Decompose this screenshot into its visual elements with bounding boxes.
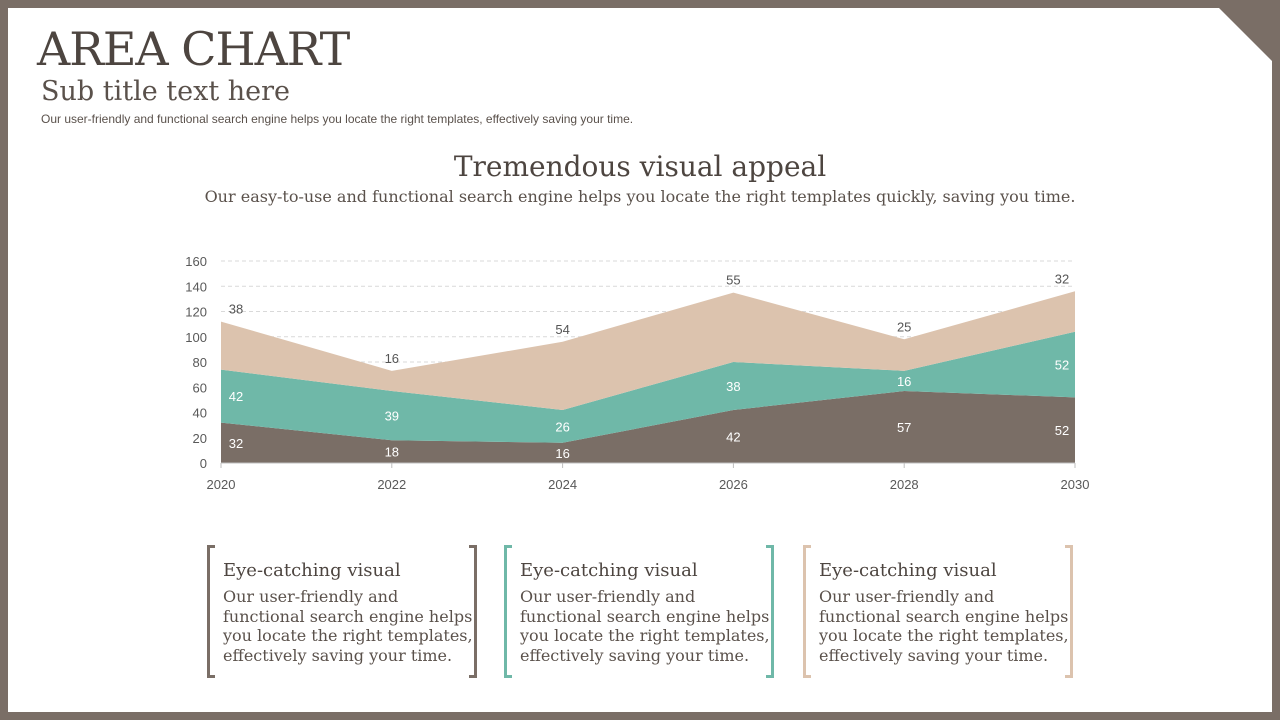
- card-title: Eye-catching visual: [520, 560, 698, 581]
- data-label: 38: [229, 302, 243, 317]
- y-tick-label: 0: [200, 456, 207, 471]
- y-tick-label: 100: [185, 330, 207, 345]
- y-tick-label: 20: [193, 431, 207, 446]
- x-tick-label: 2022: [377, 477, 406, 492]
- data-label: 52: [1055, 358, 1069, 373]
- data-label: 18: [385, 445, 399, 460]
- card-bracket-right: [1065, 545, 1073, 678]
- data-label: 42: [229, 389, 243, 404]
- y-tick-label: 40: [193, 406, 207, 421]
- data-label: 16: [897, 374, 911, 389]
- y-tick-label: 160: [185, 254, 207, 269]
- card-bracket-left: [207, 545, 215, 678]
- data-label: 39: [385, 409, 399, 424]
- feature-card-3: Eye-catching visual Our user-friendly an…: [803, 545, 1073, 680]
- data-label: 32: [229, 436, 243, 451]
- feature-card-2: Eye-catching visual Our user-friendly an…: [504, 545, 774, 680]
- slide-title: AREA CHART: [37, 22, 350, 76]
- area-series-3: [221, 291, 1075, 410]
- card-bracket-right: [469, 545, 477, 678]
- y-tick-label: 120: [185, 305, 207, 320]
- x-tick-label: 2028: [890, 477, 919, 492]
- card-title: Eye-catching visual: [223, 560, 401, 581]
- y-tick-label: 140: [185, 279, 207, 294]
- section-subheading: Our easy-to-use and functional search en…: [204, 187, 1076, 206]
- card-bracket-left: [803, 545, 811, 678]
- data-label: 55: [726, 273, 740, 288]
- data-label: 52: [1055, 423, 1069, 438]
- slide-description: Our user-friendly and functional search …: [41, 112, 634, 126]
- slide-subtitle: Sub title text here: [41, 76, 291, 107]
- data-label: 25: [897, 319, 911, 334]
- card-body: Our user-friendly and functional search …: [520, 587, 770, 665]
- x-tick-label: 2030: [1061, 477, 1090, 492]
- data-label: 54: [555, 322, 569, 337]
- area-series-1: [221, 391, 1075, 463]
- data-label: 16: [385, 351, 399, 366]
- card-title: Eye-catching visual: [819, 560, 997, 581]
- card-body: Our user-friendly and functional search …: [223, 587, 473, 665]
- data-label: 26: [555, 419, 569, 434]
- x-tick-label: 2020: [207, 477, 236, 492]
- x-tick-label: 2026: [719, 477, 748, 492]
- area-series-2: [221, 331, 1075, 443]
- feature-card-1: Eye-catching visual Our user-friendly an…: [207, 545, 477, 680]
- card-bracket-right: [766, 545, 774, 678]
- y-tick-label: 60: [193, 380, 207, 395]
- data-label: 42: [726, 429, 740, 444]
- label-layer: 32 18 16 42 57 52 42 39 26 38 16 52 38 16 54 55 25 32: [229, 271, 1069, 461]
- card-body: Our user-friendly and functional search …: [819, 587, 1069, 665]
- data-label: 57: [897, 420, 911, 435]
- data-label: 38: [726, 379, 740, 394]
- y-tick-label: 80: [193, 355, 207, 370]
- card-bracket-left: [504, 545, 512, 678]
- data-label: 32: [1055, 271, 1069, 286]
- x-tick-label: 2024: [548, 477, 577, 492]
- axis-layer: 0 20 40 60 80 100 120 140 160 2020 2022 2024 2026 202…: [185, 254, 1089, 492]
- area-layer: [221, 291, 1075, 463]
- section-heading: Tremendous visual appeal: [453, 150, 827, 183]
- data-label: 16: [555, 446, 569, 461]
